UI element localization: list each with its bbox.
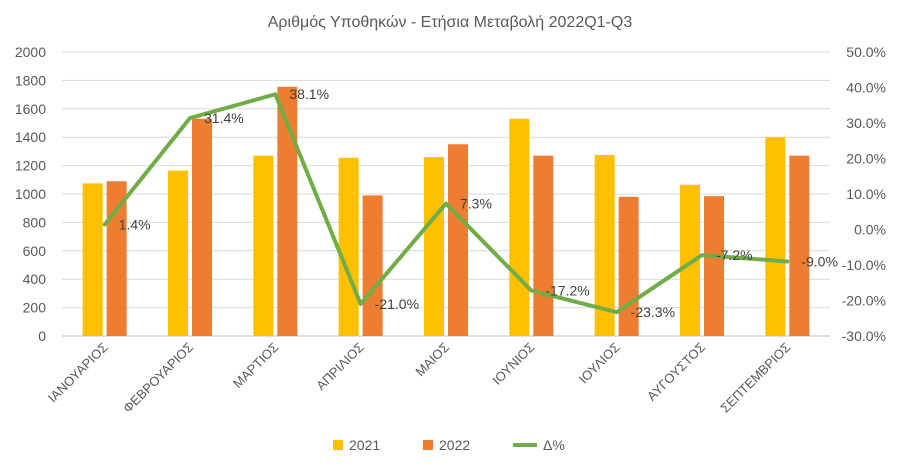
x-tick-label: ΙΟΥΝΙΟΣ: [489, 340, 537, 388]
delta-data-label: -7.2%: [716, 247, 753, 263]
x-tick-label: ΣΕΠΤΕΜΒΡΙΟΣ: [717, 340, 793, 416]
bar-2022: [106, 181, 127, 336]
x-tick-label: ΜΑΙΟΣ: [412, 340, 452, 380]
delta-data-label: 1.4%: [119, 217, 151, 233]
y-left-tick-label: 600: [23, 243, 47, 259]
delta-data-label: 38.1%: [289, 86, 329, 102]
y-left-tick-label: 2000: [15, 44, 46, 60]
legend: 2021 2022 Δ%: [333, 437, 565, 453]
bar-2022: [448, 144, 468, 336]
y-right-tick-label: 20.0%: [846, 151, 886, 167]
legend-label-2021: 2021: [349, 437, 380, 453]
delta-data-label: -9.0%: [801, 253, 838, 269]
bar-2021: [424, 157, 444, 336]
delta-line-path: [102, 92, 790, 315]
y-left-tick-label: 1600: [15, 101, 46, 117]
y-right-tick-label: -10.0%: [842, 257, 886, 273]
bar-2021: [765, 137, 786, 336]
bars: [82, 86, 810, 337]
delta-data-label: 7.3%: [460, 196, 492, 212]
y-right-tick-label: 40.0%: [846, 80, 886, 96]
delta-data-label: -17.2%: [545, 283, 589, 299]
y-left-tick-label: 1800: [15, 72, 46, 88]
delta-data-label: -21.0%: [375, 296, 419, 312]
y-axis-right: -30.0% -20.0% -10.0% 0.0% 10.0% 20.0% 30.0% 40.…: [842, 44, 886, 344]
y-right-tick-label: 30.0%: [846, 115, 886, 131]
y-left-tick-label: 400: [23, 271, 47, 287]
x-tick-label: ΙΑΝΟΥΑΡΙΟΣ: [45, 340, 111, 406]
gridlines: [62, 51, 830, 337]
bar-2021: [338, 157, 359, 336]
y-left-tick-label: 200: [23, 300, 47, 316]
y-right-tick-label: 50.0%: [846, 44, 886, 60]
x-tick-label: ΙΟΥΛΙΟΣ: [576, 340, 623, 387]
x-axis: ΙΑΝΟΥΑΡΙΟΣ ΦΕΒΡΟΥΑΡΙΟΣ ΜΑΡΤΙΟΣ ΑΠΡΙΛΙΟΣ ΜΑΙΟ…: [45, 340, 794, 416]
delta-data-label: -23.3%: [631, 304, 675, 320]
bar-2022: [192, 118, 212, 337]
legend-label-2022: 2022: [439, 437, 470, 453]
bar-2022: [789, 155, 810, 336]
y-left-tick-label: 1200: [15, 158, 46, 174]
x-tick-label: ΑΥΓΟΥΣΤΟΣ: [644, 340, 708, 404]
y-left-tick-label: 0: [38, 328, 46, 344]
chart-title: Αριθμός Υποθηκών - Ετήσια Μεταβολή 2022Q…: [268, 14, 633, 31]
bar-2021: [680, 184, 700, 336]
y-left-tick-label: 1000: [15, 186, 46, 202]
y-left-tick-label: 800: [23, 214, 47, 230]
bar-2022: [704, 196, 724, 336]
legend-swatch-2021: [333, 440, 343, 450]
bar-2021: [594, 154, 615, 336]
bar-2021: [168, 170, 188, 336]
delta-data-label: 31.4%: [204, 110, 244, 126]
y-right-tick-label: -30.0%: [842, 328, 886, 344]
x-tick-label: ΜΑΡΤΙΟΣ: [230, 340, 282, 392]
y-right-tick-label: -20.0%: [842, 293, 886, 309]
bar-2021: [82, 183, 103, 336]
legend-swatch-2022: [423, 440, 433, 450]
legend-label-delta: Δ%: [543, 437, 565, 453]
y-right-tick-label: 0.0%: [854, 222, 886, 238]
bar-2021: [253, 155, 274, 336]
bar-2022: [362, 195, 383, 336]
y-right-tick-label: 10.0%: [846, 186, 886, 202]
delta-line: [102, 92, 790, 315]
y-left-tick-label: 1400: [15, 129, 46, 145]
data-labels: 1.4% 31.4% 38.1% -21.0% 7.3% -17.2% -23.3% -7.2…: [119, 86, 838, 320]
bar-2021: [509, 118, 530, 337]
x-tick-label: ΑΠΡΙΛΙΟΣ: [313, 340, 367, 394]
bar-2022: [533, 155, 554, 336]
y-axis-left: 0 200 400 600 800 1000 1200 1400 1600 1800 2000: [15, 44, 46, 344]
x-tick-label: ΦΕΒΡΟΥΑΡΙΟΣ: [120, 340, 196, 416]
bar-2022: [277, 86, 298, 336]
